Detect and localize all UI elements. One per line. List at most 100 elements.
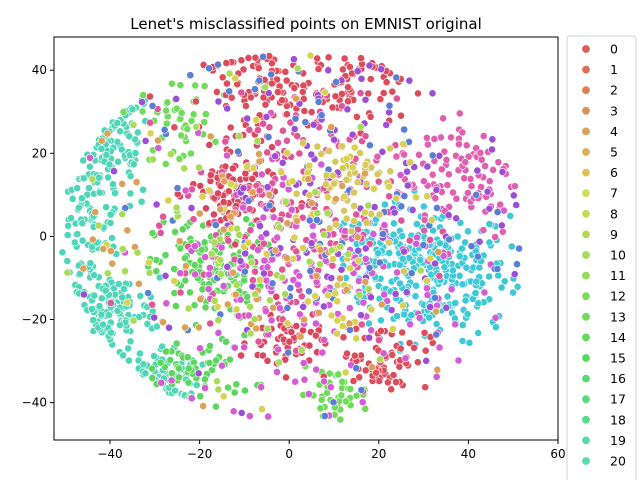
- scatter-point: [431, 259, 439, 268]
- scatter-point: [220, 177, 229, 186]
- legend-label: 11: [610, 268, 626, 283]
- scatter-point: [105, 311, 113, 319]
- scatter-point: [255, 186, 264, 195]
- scatter-point: [263, 356, 272, 365]
- legend-marker: [581, 415, 591, 425]
- scatter-point: [180, 254, 189, 263]
- scatter-point: [342, 285, 351, 294]
- scatter-point: [327, 311, 336, 320]
- scatter-point: [432, 185, 441, 194]
- scatter-point: [485, 204, 494, 213]
- scatter-point: [91, 208, 100, 217]
- scatter-point: [300, 315, 308, 324]
- scatter-point: [145, 258, 153, 267]
- scatter-point: [139, 91, 148, 99]
- scatter-point: [311, 319, 320, 328]
- scatter-point: [376, 316, 385, 325]
- scatter-point: [331, 157, 340, 166]
- scatter-point: [95, 188, 104, 197]
- legend-label: 3: [610, 103, 618, 118]
- scatter-point: [212, 88, 221, 96]
- scatter-point: [296, 332, 305, 341]
- scatter-point: [338, 164, 347, 172]
- scatter-point: [458, 336, 467, 345]
- scatter-point: [79, 174, 88, 183]
- scatter-point: [90, 291, 99, 300]
- legend-label: 18: [610, 412, 626, 427]
- scatter-point: [349, 377, 358, 385]
- scatter-point: [164, 196, 173, 205]
- scatter-point: [405, 236, 414, 245]
- scatter-point: [434, 248, 443, 256]
- scatter-point: [333, 316, 342, 325]
- scatter-point: [63, 231, 72, 239]
- scatter-point: [190, 242, 199, 250]
- scatter-point: [361, 366, 370, 375]
- scatter-point: [392, 152, 401, 161]
- scatter-point: [304, 390, 313, 398]
- scatter-point: [196, 392, 205, 401]
- scatter-point: [239, 184, 248, 193]
- scatter-point: [485, 177, 494, 186]
- scatter-point: [295, 310, 304, 319]
- scatter-point: [149, 155, 157, 164]
- scatter-point: [255, 150, 263, 158]
- scatter-point: [353, 67, 362, 76]
- scatter-point: [162, 347, 170, 356]
- scatter-point: [251, 290, 259, 299]
- scatter-point: [248, 174, 257, 183]
- scatter-point: [237, 88, 246, 97]
- scatter-point: [365, 263, 374, 272]
- scatter-point: [126, 189, 135, 198]
- scatter-point: [68, 194, 77, 203]
- scatter-point: [426, 235, 434, 244]
- scatter-point: [498, 227, 507, 236]
- scatter-point: [369, 184, 378, 193]
- scatter-point: [324, 53, 333, 62]
- scatter-point: [387, 385, 396, 394]
- scatter-point: [113, 137, 122, 146]
- scatter-point: [361, 404, 370, 413]
- scatter-point: [423, 192, 431, 201]
- scatter-point: [288, 177, 297, 186]
- scatter-point: [258, 351, 267, 360]
- scatter-point: [399, 267, 408, 276]
- scatter-point: [242, 215, 251, 224]
- scatter-point: [439, 252, 448, 260]
- scatter-point: [389, 219, 398, 228]
- scatter-point: [447, 285, 456, 294]
- scatter-point: [146, 118, 155, 127]
- x-tick-label: 60: [550, 447, 565, 461]
- scatter-point: [86, 153, 94, 162]
- scatter-point: [431, 194, 440, 203]
- scatter-point: [223, 300, 232, 309]
- legend-label: 9: [610, 227, 618, 242]
- scatter-point: [387, 306, 396, 314]
- scatter-point: [427, 215, 436, 224]
- scatter-point: [110, 167, 118, 176]
- scatter-point: [422, 284, 431, 293]
- scatter-point: [187, 185, 196, 194]
- scatter-point: [290, 125, 299, 134]
- scatter-point: [184, 378, 193, 387]
- scatter-point: [243, 292, 252, 301]
- scatter-point: [399, 301, 407, 310]
- scatter-point: [225, 87, 234, 96]
- scatter-point: [152, 267, 161, 276]
- scatter-point: [170, 265, 179, 273]
- scatter-point: [346, 325, 354, 334]
- scatter-point: [214, 385, 223, 394]
- scatter-point: [251, 85, 259, 94]
- scatter-point: [292, 94, 300, 103]
- scatter-point: [435, 239, 444, 248]
- scatter-point: [171, 227, 179, 236]
- scatter-point: [331, 289, 340, 298]
- scatter-point: [252, 324, 261, 333]
- scatter-point: [481, 162, 489, 170]
- legend-marker: [581, 332, 591, 342]
- scatter-point: [342, 397, 350, 406]
- scatter-point: [123, 298, 132, 307]
- scatter-point: [187, 204, 196, 212]
- x-axis-ticks: −40 −20 0 20 40 60: [97, 440, 566, 461]
- scatter-point: [380, 290, 389, 299]
